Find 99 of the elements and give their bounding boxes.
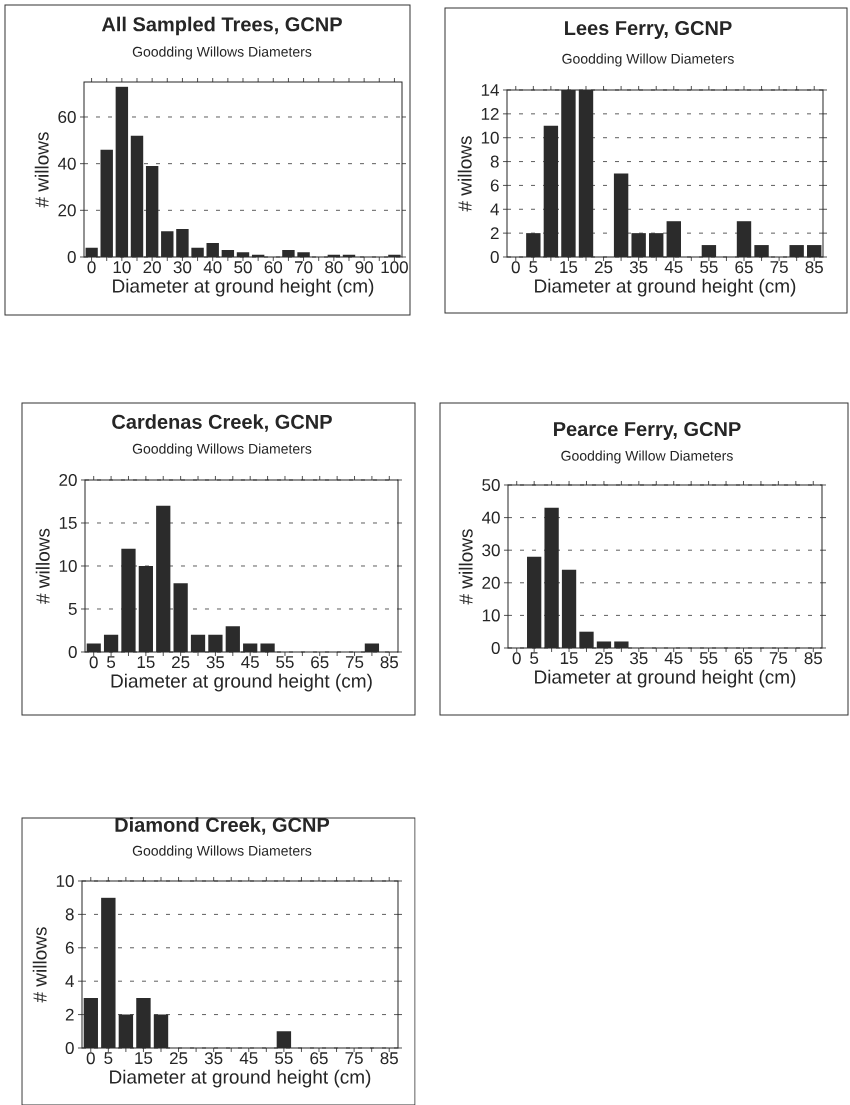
- y-tick-label: 10: [482, 609, 500, 622]
- y-tick-label: 8: [490, 155, 499, 168]
- x-tick-label: 0: [86, 1052, 95, 1065]
- chart-subtitle: Goodding Willows Diameters: [132, 46, 312, 60]
- x-tick-label: 0: [511, 261, 520, 274]
- x-tick-label: 25: [594, 261, 613, 274]
- chart-title: Cardenas Creek, GCNP: [112, 414, 332, 432]
- x-tick-label: 5: [107, 656, 116, 669]
- y-tick-label: 20: [58, 204, 76, 217]
- x-tick-label: 75: [345, 1052, 363, 1065]
- y-tick-label: 10: [481, 131, 499, 144]
- x-tick-label: 30: [173, 261, 192, 274]
- y-tick-label: 30: [482, 544, 500, 557]
- x-tick-label: 15: [560, 261, 578, 274]
- y-tick-label: 20: [59, 473, 77, 487]
- x-tick-label: 50: [234, 261, 252, 274]
- x-tick-label: 45: [664, 652, 683, 665]
- x-tick-label: 40: [203, 261, 222, 274]
- y-tick-label: 50: [482, 478, 500, 492]
- x-tick-label: 35: [206, 656, 225, 669]
- y-tick-label: 14: [481, 84, 499, 96]
- x-axis-title: Diameter at ground height (cm): [111, 673, 372, 692]
- x-tick-label: 55: [276, 656, 294, 669]
- x-tick-label: 75: [770, 261, 788, 274]
- y-axis-title: # willows: [458, 529, 473, 605]
- x-tick-label: 65: [734, 652, 753, 665]
- x-tick-label: 25: [172, 656, 190, 669]
- x-tick-label: 75: [769, 652, 788, 665]
- x-tick-label: 70: [294, 261, 313, 274]
- x-tick-label: 35: [204, 1052, 223, 1065]
- x-axis-title: Diameter at ground height (cm): [110, 1069, 371, 1088]
- y-tick-label: 0: [490, 250, 499, 264]
- x-axis-title: Diameter at ground height (cm): [113, 278, 374, 297]
- y-tick-label: 0: [65, 1041, 74, 1055]
- y-tick-label: 6: [65, 941, 74, 954]
- chart-title: Lees Ferry, GCNP: [565, 20, 732, 40]
- y-tick-label: 60: [58, 110, 76, 124]
- y-tick-label: 40: [57, 157, 76, 170]
- x-tick-label: 20: [143, 261, 161, 274]
- y-tick-label: 10: [59, 559, 77, 573]
- x-tick-label: 35: [630, 652, 648, 665]
- y-tick-label: 20: [482, 576, 500, 589]
- x-axis-title: Diameter at ground height (cm): [535, 278, 796, 297]
- x-tick-label: 15: [137, 656, 155, 669]
- y-tick-label: 15: [59, 517, 77, 529]
- x-tick-label: 15: [135, 1052, 153, 1065]
- y-tick-label: 2: [65, 1008, 74, 1021]
- x-tick-label: 75: [345, 656, 364, 669]
- y-tick-label: 6: [490, 179, 499, 192]
- x-tick-label: 35: [629, 261, 648, 274]
- x-tick-label: 55: [700, 261, 718, 274]
- y-axis-title: # willows: [35, 528, 50, 604]
- x-tick-label: 45: [239, 1052, 258, 1065]
- y-axis-title: # willows: [32, 927, 47, 1003]
- chart-subtitle: Goodding Willow Diameters: [561, 450, 733, 464]
- x-tick-label: 55: [699, 652, 718, 665]
- x-tick-label: 0: [87, 261, 96, 274]
- x-tick-label: 85: [805, 261, 823, 274]
- x-tick-label: 65: [310, 1052, 328, 1065]
- x-axis-title: Diameter at ground height (cm): [535, 669, 796, 688]
- y-tick-label: 4: [490, 203, 499, 216]
- chart-subtitle: Goodding Willow Diameters: [562, 53, 734, 67]
- chart-subtitle: Goodding Willows Diameters: [132, 443, 312, 457]
- x-tick-label: 25: [595, 652, 613, 665]
- x-tick-label: 0: [89, 656, 98, 669]
- x-tick-label: 60: [264, 261, 283, 274]
- y-tick-label: 4: [65, 975, 74, 988]
- x-tick-label: 65: [735, 261, 753, 274]
- y-tick-label: 5: [68, 603, 77, 615]
- x-tick-label: 45: [664, 261, 683, 274]
- x-tick-label: 90: [355, 261, 373, 274]
- y-tick-label: 2: [490, 227, 499, 240]
- chart-title: Diamond Creek, GCNP: [115, 817, 330, 835]
- y-tick-label: 10: [56, 874, 74, 888]
- x-tick-label: 65: [311, 656, 329, 669]
- x-tick-label: 100: [381, 261, 408, 274]
- x-tick-label: 5: [529, 261, 538, 274]
- x-tick-label: 85: [804, 652, 823, 665]
- x-tick-label: 0: [512, 652, 521, 665]
- y-axis-title: # willows: [34, 132, 49, 208]
- x-tick-label: 10: [113, 261, 131, 274]
- chart-subtitle: Goodding Willows Diameters: [132, 845, 312, 859]
- x-tick-label: 5: [530, 652, 539, 665]
- y-tick-label: 40: [481, 511, 500, 524]
- x-tick-label: 85: [380, 656, 399, 669]
- chart-title: All Sampled Trees, GCNP: [101, 16, 342, 36]
- x-tick-label: 80: [325, 261, 343, 274]
- x-tick-label: 25: [169, 1052, 188, 1065]
- y-tick-label: 8: [65, 908, 74, 921]
- x-tick-label: 5: [104, 1052, 113, 1065]
- x-tick-label: 45: [241, 656, 259, 669]
- x-tick-label: 15: [560, 652, 578, 665]
- x-tick-label: 85: [380, 1052, 398, 1065]
- y-axis-title: # willows: [457, 136, 472, 212]
- x-tick-label: 55: [275, 1052, 293, 1065]
- y-tick-label: 12: [481, 107, 499, 120]
- y-tick-label: 0: [67, 250, 76, 264]
- y-tick-label: 0: [491, 641, 500, 655]
- chart-title: Pearce Ferry, GCNP: [554, 421, 741, 441]
